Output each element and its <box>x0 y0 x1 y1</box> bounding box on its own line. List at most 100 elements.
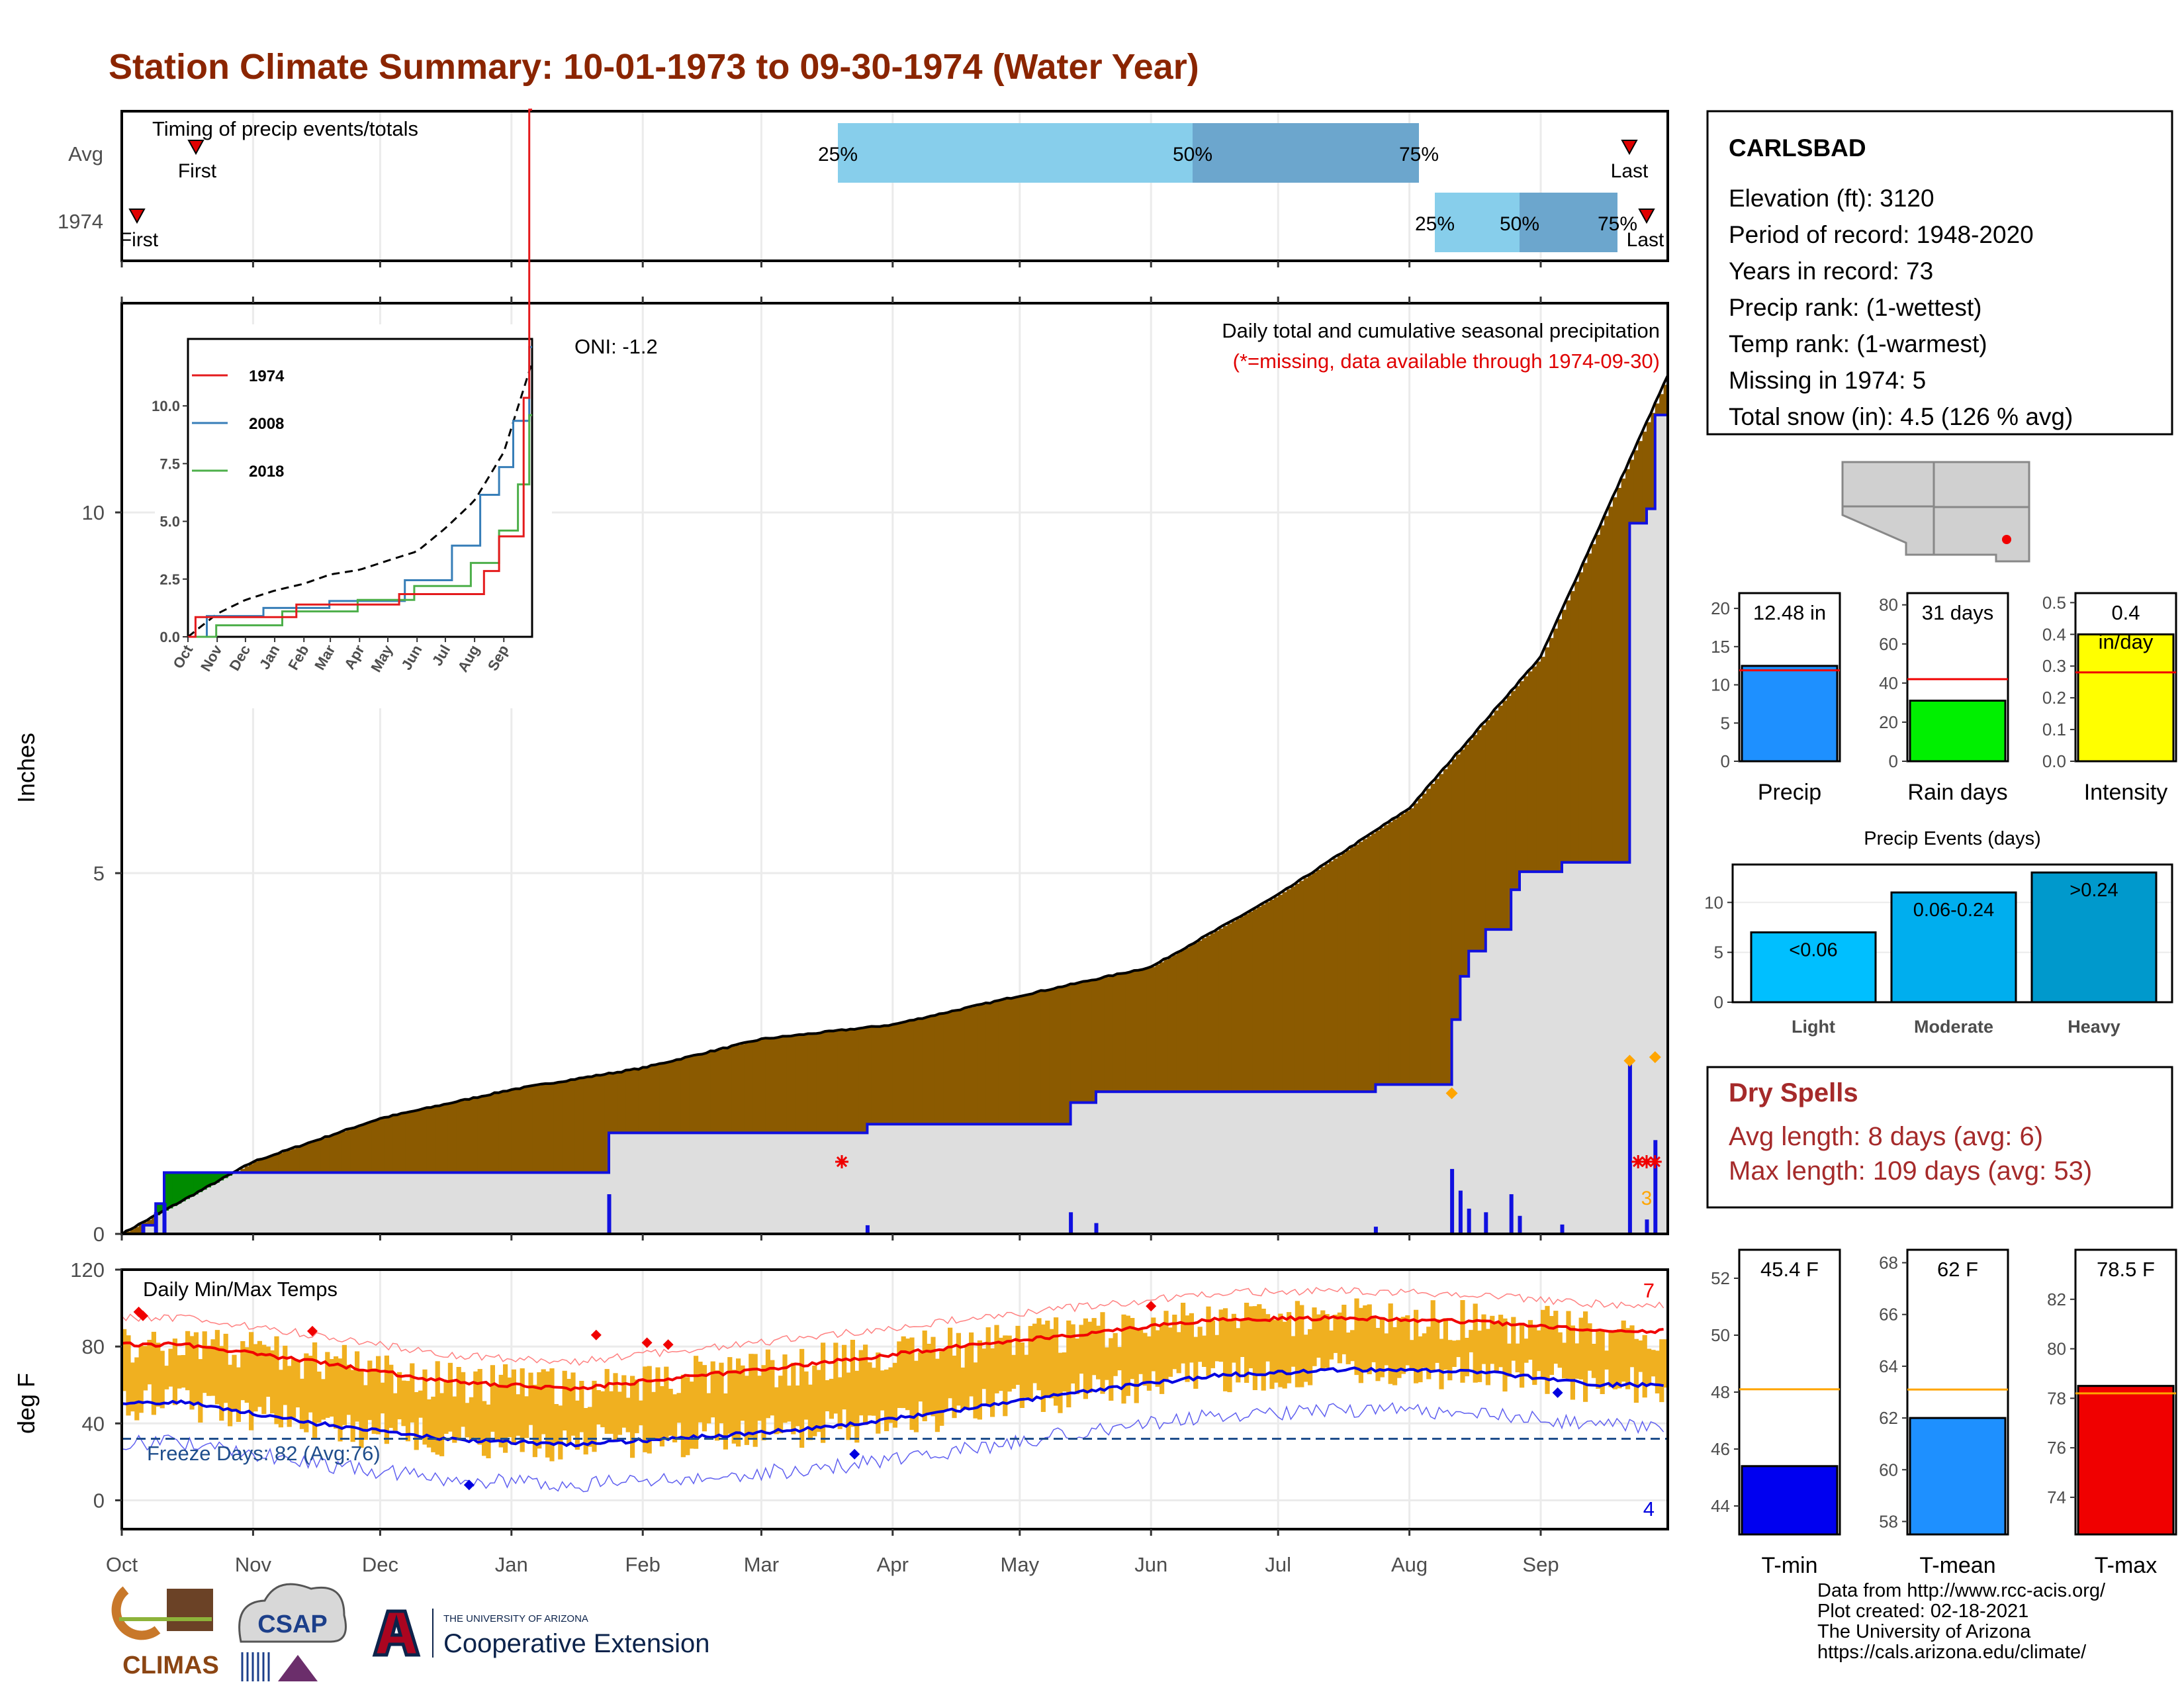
daily-temp-bar <box>355 1351 360 1422</box>
surplus-area <box>210 1172 216 1186</box>
daily-temp-bar <box>214 1330 220 1405</box>
daily-temp-bar <box>257 1340 262 1407</box>
surplus-area <box>177 1172 182 1204</box>
daily-temp-bar <box>138 1345 144 1413</box>
deficit-area <box>1244 914 1249 1092</box>
daily-temp-bar <box>1536 1330 1541 1372</box>
record-high-marker <box>641 1337 653 1348</box>
deficit-area <box>825 1032 830 1133</box>
inset-series-line <box>188 414 532 638</box>
deficit-area <box>498 1092 504 1173</box>
daily-temp-bar <box>189 1336 195 1410</box>
pct-label: 75% <box>1598 213 1637 235</box>
rain_days-tick: 60 <box>1879 634 1898 654</box>
deficit-area <box>528 1086 533 1173</box>
daily-temp-bar <box>151 1331 156 1415</box>
surplus-area <box>219 1172 224 1181</box>
deficit-area <box>948 1012 952 1125</box>
pct-label: 75% <box>1399 144 1439 165</box>
deficit-area <box>320 1139 326 1173</box>
deficit-area <box>596 1075 601 1173</box>
deficit-area <box>1481 725 1486 951</box>
daily-temp-bar <box>609 1391 614 1434</box>
deficit-area <box>570 1080 576 1173</box>
daily-temp-bar <box>1363 1305 1368 1371</box>
intensity-unit: in/day <box>2099 630 2154 653</box>
daily-temp-bar <box>418 1390 424 1418</box>
deficit-area <box>312 1141 317 1173</box>
deficit-area <box>922 1017 927 1125</box>
deficit-area <box>1316 869 1321 1092</box>
surplus-area <box>193 1172 199 1195</box>
event-marker-icon <box>187 140 205 156</box>
deficit-area <box>1019 996 1024 1125</box>
surplus-area <box>202 1172 207 1190</box>
event-marker-icon <box>1621 140 1638 156</box>
daily-temp-bar <box>715 1370 720 1441</box>
y-tick-label: 0 <box>93 1489 105 1512</box>
legend-label: 2018 <box>249 463 284 481</box>
daily-temp-bar <box>240 1341 246 1401</box>
daily-temp-bar <box>1596 1331 1601 1389</box>
deficit-area <box>422 1109 428 1173</box>
daily-temp-bar <box>228 1364 233 1427</box>
events-tick: 5 <box>1714 943 1723 962</box>
daily-temp-bar <box>1125 1315 1130 1396</box>
daily-temp-bar <box>829 1378 834 1419</box>
daily-temp-bar <box>1435 1319 1440 1363</box>
events-tick: 10 <box>1704 892 1723 912</box>
deficit-area <box>143 1222 148 1225</box>
daily-temp-bar <box>1214 1335 1220 1362</box>
daily-temp-bar <box>350 1370 355 1442</box>
heavy-event-marker <box>1445 1087 1458 1100</box>
precip-tick: 0 <box>1721 751 1730 771</box>
deficit-area <box>1443 769 1448 1085</box>
event-category: Moderate <box>1914 1017 1993 1037</box>
intensity-tick: 0.2 <box>2042 688 2066 708</box>
freeze-days-label: Freeze Days: 82 (Avg:76) <box>147 1442 381 1465</box>
rain_days-tick: 0 <box>1889 751 1898 771</box>
deficit-area <box>1214 931 1220 1092</box>
missing-note: (*=missing, data available through 1974-… <box>1233 350 1660 373</box>
state-map-shape <box>1841 461 2030 563</box>
deficit-area <box>977 1005 982 1125</box>
daily-precip-bar <box>154 1212 158 1234</box>
station-name: CARLSBAD <box>1729 134 1866 162</box>
deficit-area <box>837 1031 842 1133</box>
surplus-area <box>214 1172 220 1183</box>
daily-temp-bar <box>388 1364 394 1429</box>
deficit-area <box>723 1048 728 1133</box>
daily-temp-bar <box>807 1384 813 1440</box>
daily-temp-bar <box>562 1370 567 1430</box>
deficit-area <box>240 1168 246 1173</box>
deficit-area <box>1197 940 1203 1092</box>
deficit-area <box>731 1046 737 1133</box>
daily-temp-bar <box>1227 1320 1232 1393</box>
daily-temp-bar <box>943 1348 948 1411</box>
deficit-area <box>1049 989 1054 1125</box>
deficit-area <box>1134 970 1139 1092</box>
deficit-area <box>359 1125 364 1173</box>
daily-temp-bar <box>812 1365 817 1436</box>
daily-temp-bar <box>1617 1329 1622 1389</box>
timing-label: Timing of precip events/totals <box>152 117 418 140</box>
daily-temp-bar <box>727 1357 733 1434</box>
daily-temp-bar <box>1333 1315 1338 1353</box>
daily-temp-bar <box>553 1404 559 1444</box>
deficit-area <box>1396 816 1402 1085</box>
deficit-area <box>1291 886 1296 1092</box>
daily-temp-bar <box>1176 1332 1181 1374</box>
deficit-area <box>405 1113 410 1173</box>
daily-temp-bar <box>371 1368 377 1434</box>
daily-temp-bar <box>278 1370 283 1428</box>
deficit-area <box>1227 923 1232 1092</box>
deficit-area <box>1070 984 1075 1103</box>
deficit-area <box>503 1091 508 1173</box>
daily-temp-bar <box>236 1367 241 1422</box>
deficit-area <box>1511 690 1516 890</box>
deficit-area <box>253 1162 258 1173</box>
daily-temp-bar <box>304 1353 309 1432</box>
daily-temp-bar <box>1121 1314 1126 1404</box>
daily-temp-bar <box>439 1393 445 1456</box>
daily-temp-bar <box>1587 1323 1592 1371</box>
